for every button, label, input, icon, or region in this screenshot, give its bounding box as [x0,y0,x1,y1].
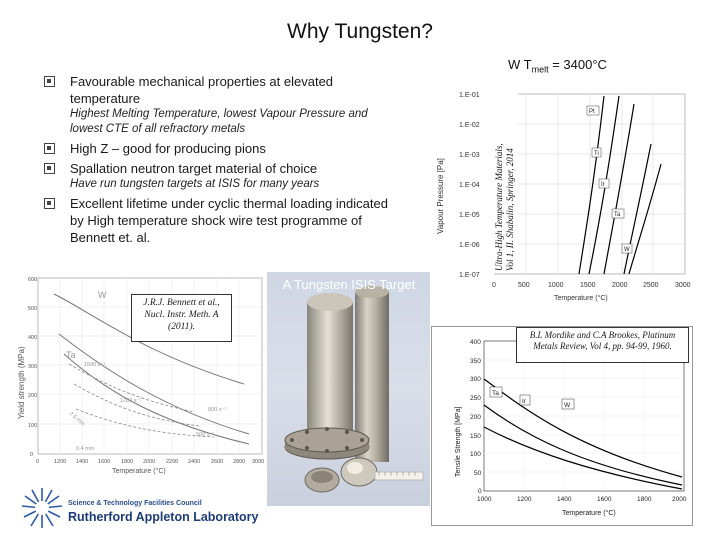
yield-label-ta: Ta [66,350,76,360]
tensile-xtick: 1800 [637,496,652,503]
yield-ylabel: Yield strength (MPa) [17,346,26,419]
tensile-ylabel: Tensile Strength [MPa] [455,407,462,477]
tensile-xtick: 1000 [477,496,492,503]
yield-ytick: 600 [28,277,37,283]
yield-xtick: 1600 [98,459,110,465]
bullet-item: Favourable mechanical properties at elev… [44,73,389,107]
vapour-xtick: 1000 [548,282,564,289]
tensile-curve-label: Ir [522,398,527,405]
yield-xtick: 1200 [54,459,66,465]
yield-label: 800 s⁻¹ [208,407,226,413]
checkbox-bullet-icon [44,143,55,154]
yield-xtick: 2400 [188,459,200,465]
tensile-ytick: 200 [470,414,481,421]
yield-label: 0.4 mm [76,446,95,452]
vapour-ytick: 1.E-06 [459,242,480,249]
vapour-curve-label: Pt [589,109,595,115]
tensile-xtick: 1400 [557,496,572,503]
checkbox-bullet-icon [44,198,55,209]
tensile-ytick: 400 [470,339,481,346]
vapour-curve-label: Ta [614,212,621,218]
yield-xtick: 2800 [233,459,245,465]
stfc-logo: Science & Technology Facilities Council … [20,486,260,530]
vapour-ytick: 1.E-04 [459,182,480,189]
tensile-ytick: 150 [470,433,481,440]
vapour-xtick: 3000 [675,282,691,289]
yield-ytick: 100 [28,423,37,429]
target-tube-short [307,302,353,432]
vapour-curve-label: Ir [601,182,605,188]
tensile-ytick: 50 [474,470,482,477]
slide-title: Why Tungsten? [287,20,433,43]
yield-xtick: 1800 [121,459,133,465]
tensile-xtick: 1600 [597,496,612,503]
yield-xtick: 2200 [166,459,178,465]
yield-ytick: 400 [28,335,37,341]
bullet-item: Spallation neutron target material of ch… [44,160,389,177]
vapour-xtick: 500 [518,282,530,289]
vapour-xtick: 1500 [580,282,596,289]
ruler [374,471,424,481]
tensile-curve-label: W [564,402,571,409]
vapour-ytick: 1.E-01 [459,92,480,99]
bullet-item: Excellent lifetime under cyclic thermal … [44,195,389,246]
bullet-sub: Highest Melting Temperature, lowest Vapo… [70,108,368,135]
vapour-ytick: 1.E-02 [459,122,480,129]
bullet-item: High Z – good for producing pions [44,140,389,157]
vapour-curve-label: Ti [594,151,599,157]
vapour-pressure-plot: Vapour Pressure [Pa] 1.E-01 1.E-02 1.E-0… [429,84,691,309]
yield-xlabel: Temperature (°C) [112,467,166,475]
vapour-citation-line2: Vol 1, II. Shabalin, Springer, 2014 [505,148,515,271]
tensile-ytick: 100 [470,451,481,458]
logo-line2: Rutherford Appleton Laboratory [68,510,259,524]
checkbox-bullet-icon [44,76,55,87]
yield-label: 2.5 mm [68,411,86,428]
mordike-citation: B.L Mordike and C.A Brookes, Platinum Me… [516,327,689,363]
vapour-curve-label: W [624,247,630,253]
vapour-citation-line1: Ultra-High Temperature Materials, [494,143,504,271]
vapour-xtick: 2500 [643,282,659,289]
tensile-ytick: 0 [478,488,482,495]
w-tmelt-label: W Tmelt = 3400°C [508,57,607,75]
yield-ytick: 0 [30,452,33,458]
yield-xtick: 0 [36,459,39,465]
yield-xtick: 2600 [211,459,223,465]
tensile-ytick: 250 [470,395,481,402]
yield-label-w: W [98,290,107,300]
yield-ytick: 200 [28,393,37,399]
vapour-citation: Ultra-High Temperature Materials, Vol 1,… [490,88,518,273]
bennett-citation: J.R.J. Bennett et al., Nucl. Instr. Meth… [131,294,232,342]
yield-label: 500 s⁻¹ [196,432,214,438]
tensile-ytick: 300 [470,376,481,383]
yield-xtick: 3000 [252,459,264,465]
vapour-ytick: 1.E-07 [459,272,480,279]
yield-xtick: 2000 [143,459,155,465]
logo-line1: Science & Technology Facilities Council [68,500,202,507]
tungsten-target-photo: A Tungsten ISIS Target [267,272,430,506]
stfc-starburst-icon [21,488,63,528]
vapour-ylabel: Vapour Pressure [Pa] [436,158,445,234]
yield-ytick: 500 [28,306,37,312]
photo-caption: A Tungsten ISIS Target [282,277,416,292]
tensile-xtick: 1200 [517,496,532,503]
vapour-xlabel: Temperature (°C) [554,294,608,302]
yield-xtick: 1400 [76,459,88,465]
tensile-ytick: 350 [470,358,481,365]
tensile-xlabel: Temperature (°C) [562,509,616,517]
bullet-sub: Have run tungsten targets at ISIS for ma… [70,178,320,190]
vapour-ytick: 1.E-05 [459,212,480,219]
checkbox-bullet-icon [44,163,55,174]
vapour-ytick: 1.E-03 [459,152,480,159]
tensile-curve-label: Ta [492,390,499,397]
bullet-list: Favourable mechanical properties at elev… [44,70,389,246]
tensile-xtick: 2000 [672,496,687,503]
vapour-xtick: 2000 [612,282,628,289]
yield-ytick: 300 [28,364,37,370]
vapour-xtick: 0 [492,282,496,289]
yield-label: 1500 s⁻¹ [84,362,105,368]
yield-label: 1200 s⁻¹ [120,398,141,404]
